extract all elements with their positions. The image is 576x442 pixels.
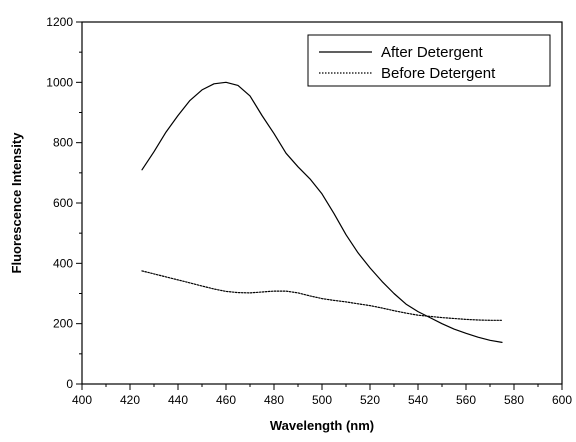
series-line-after-detergent (141, 81, 503, 343)
x-tick-label: 500 (312, 393, 332, 407)
y-tick-label: 600 (53, 196, 73, 210)
legend-box (307, 34, 551, 87)
x-tick-label: 520 (360, 393, 380, 407)
x-tick-label: 540 (408, 393, 428, 407)
x-tick-label: 480 (264, 393, 284, 407)
y-axis-ticks: 0 200 400 600 800 1000 1200 (46, 15, 82, 391)
x-tick-label: 440 (168, 393, 188, 407)
y-tick-label: 0 (66, 377, 73, 391)
series-layer (141, 81, 503, 343)
legend: After Detergent Before Detergent (307, 34, 551, 87)
y-tick-label: 200 (53, 317, 73, 331)
x-tick-label: 560 (456, 393, 476, 407)
x-tick-label: 580 (504, 393, 524, 407)
y-tick-label: 1000 (46, 75, 73, 89)
x-tick-label: 600 (552, 393, 572, 407)
series-line-before-detergent (141, 270, 503, 321)
x-axis-ticks: 400 420 440 460 480 500 520 540 560 580 600 (72, 384, 572, 407)
y-tick-label: 1200 (46, 15, 73, 29)
y-tick-label: 400 (53, 256, 73, 270)
x-tick-label: 420 (120, 393, 140, 407)
x-tick-label: 460 (216, 393, 236, 407)
legend-label-before-detergent: Before Detergent (381, 65, 496, 82)
x-axis-title: Wavelength (nm) (270, 418, 374, 433)
x-tick-label: 400 (72, 393, 92, 407)
y-tick-label: 800 (53, 136, 73, 150)
y-axis-title: Fluorescence Intensity (9, 132, 24, 274)
legend-label-after-detergent: After Detergent (381, 44, 484, 61)
